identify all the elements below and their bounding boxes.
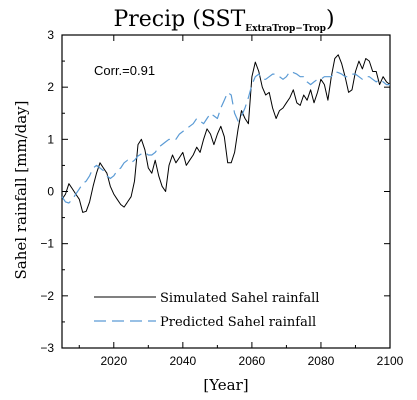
x-tick-label: 2020 bbox=[100, 354, 127, 368]
y-tick-label: −1 bbox=[40, 237, 54, 251]
y-tick-label: 2 bbox=[47, 80, 54, 94]
y-tick-label: −2 bbox=[40, 289, 54, 303]
x-tick-label: 2080 bbox=[308, 354, 335, 368]
correlation-annotation: Corr.=0.91 bbox=[94, 63, 155, 78]
x-tick-label: 2060 bbox=[239, 354, 266, 368]
legend-label-predicted: Predicted Sahel rainfall bbox=[160, 315, 316, 330]
legend: Simulated Sahel rainfall Predicted Sahel… bbox=[94, 291, 319, 330]
y-tick-label: −3 bbox=[40, 341, 54, 355]
x-tick-label: 2040 bbox=[169, 354, 196, 368]
chart-title: Precip (SSTExtraTrop−Trop) bbox=[113, 7, 334, 34]
series-line-simulated bbox=[61, 54, 391, 213]
legend-label-simulated: Simulated Sahel rainfall bbox=[160, 291, 319, 306]
axis-ticks: 2020 2040 2060 2080 2100 −3 −2 −1 0 1 2 3 bbox=[40, 28, 403, 368]
y-axis-label: Sahel rainfall [mm/day] bbox=[12, 101, 30, 280]
y-tick-label: 1 bbox=[47, 132, 54, 146]
y-tick-label: 0 bbox=[47, 185, 54, 199]
series-lines bbox=[61, 54, 391, 213]
y-tick-label: 3 bbox=[47, 28, 54, 42]
x-axis-label: [Year] bbox=[203, 376, 248, 394]
x-tick-label: 2100 bbox=[377, 354, 404, 368]
series-line-predicted bbox=[61, 70, 390, 204]
